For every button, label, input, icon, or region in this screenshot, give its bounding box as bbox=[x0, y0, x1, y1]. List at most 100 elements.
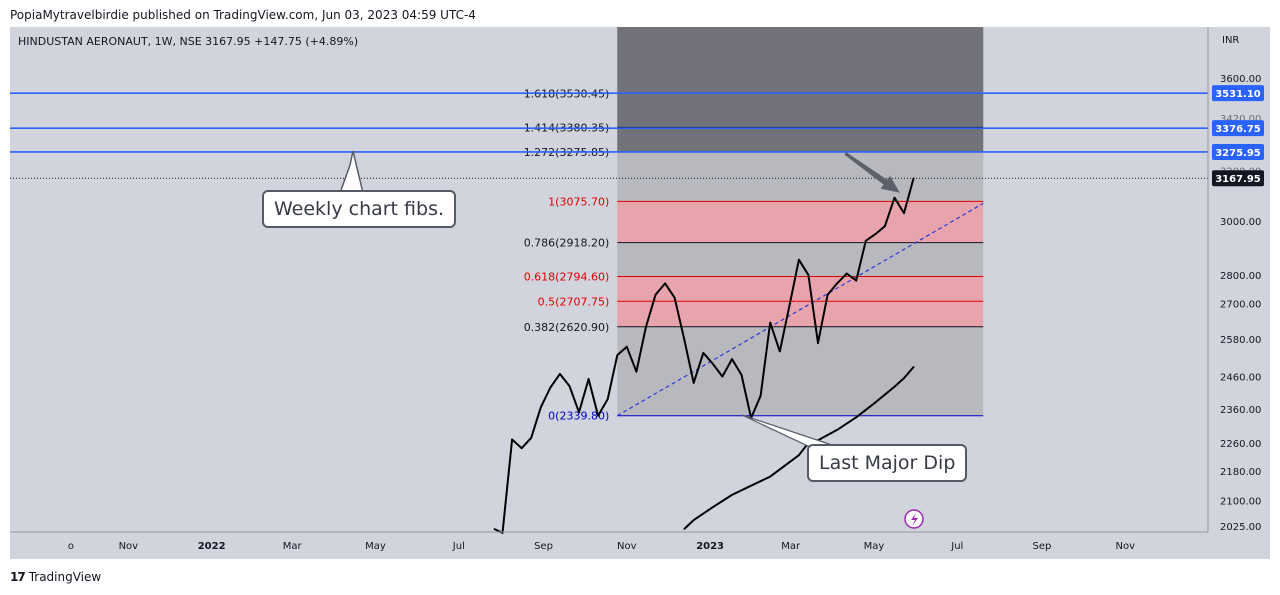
price-series-point bbox=[493, 528, 496, 530]
moving-average-series-point bbox=[769, 475, 772, 478]
moving-average-series-point bbox=[683, 528, 685, 530]
price-chart[interactable]: 0(2339.80) 0.382(2620.90) 0.5(2707.75) 0.61… bbox=[10, 27, 1270, 559]
price-series-point bbox=[817, 342, 819, 344]
price-badge-text: 3275.95 bbox=[1215, 148, 1261, 159]
price-series-point bbox=[597, 414, 599, 417]
price-series-point bbox=[903, 212, 905, 214]
price-series-point bbox=[893, 196, 896, 199]
weekly-fibs-callout[interactable]: Weekly chart fibs. bbox=[262, 190, 457, 228]
tradingview-logo-icon: 17 bbox=[10, 570, 26, 584]
price-series-point bbox=[845, 272, 848, 275]
fib-label-0.5: 0.5(2707.75) bbox=[538, 295, 610, 308]
price-series-point bbox=[865, 239, 867, 242]
price-series-point bbox=[606, 398, 609, 400]
price-series-point bbox=[568, 385, 571, 387]
price-series-point bbox=[549, 386, 552, 389]
price-badge bbox=[1212, 120, 1264, 137]
fib-label-1: 1(3075.70) bbox=[548, 195, 609, 208]
weekly-callout-pointer bbox=[338, 150, 364, 194]
y-tick-label: 2700.00 bbox=[1220, 300, 1261, 311]
price-series-point bbox=[855, 279, 858, 282]
price-series-point bbox=[769, 321, 772, 324]
x-tick-label: o bbox=[68, 541, 74, 552]
trendline bbox=[616, 202, 984, 417]
price-series-point bbox=[559, 373, 561, 375]
y-tick-label: 2800.00 bbox=[1220, 271, 1261, 282]
price-series-point bbox=[788, 305, 791, 308]
y-tick-label: 3000.00 bbox=[1220, 217, 1261, 228]
moving-average-series-point bbox=[855, 416, 858, 419]
moving-average-series-point bbox=[712, 506, 714, 509]
attribution-text: PopiaMytravelbirdie published on Trading… bbox=[10, 8, 476, 22]
price-series-point bbox=[836, 282, 838, 285]
price-series-point bbox=[692, 382, 695, 384]
y-tick-label-partial: 3420.00 bbox=[1220, 114, 1261, 125]
fib-label-0.618: 0.618(2794.60) bbox=[524, 271, 610, 284]
y-tick-label: 2260.00 bbox=[1220, 439, 1261, 450]
price-series-point bbox=[664, 282, 666, 285]
x-tick-label: Sep bbox=[1033, 541, 1052, 552]
price-series-point bbox=[616, 354, 619, 356]
fib-label-0.382: 0.382(2620.90) bbox=[524, 321, 610, 334]
x-tick-label: Jul bbox=[452, 541, 465, 552]
price-series-point bbox=[759, 395, 762, 397]
fib-zone-0382-0 bbox=[617, 326, 984, 416]
moving-average-series-point bbox=[912, 366, 915, 368]
fib-label-0.786: 0.786(2918.20) bbox=[524, 237, 610, 250]
x-tick-label: Mar bbox=[781, 541, 801, 552]
y-tick-label: 2580.00 bbox=[1220, 335, 1261, 346]
price-series-point bbox=[731, 358, 733, 360]
fib-zone-1272-1 bbox=[617, 151, 984, 202]
x-tick-label: Nov bbox=[617, 541, 637, 552]
fib-zone-1-0786 bbox=[617, 201, 984, 243]
x-tick-label: May bbox=[864, 541, 885, 552]
x-tick-label: May bbox=[365, 541, 386, 552]
price-series-point bbox=[702, 352, 705, 354]
price-series-point bbox=[578, 411, 580, 414]
price-series-point bbox=[778, 350, 781, 353]
x-tick-label: 2022 bbox=[198, 541, 226, 552]
fib-zone-0786-0618 bbox=[617, 242, 984, 277]
tradingview-brand-text: TradingView bbox=[28, 570, 102, 584]
x-tick-label: Mar bbox=[283, 541, 303, 552]
price-series-point bbox=[539, 406, 542, 409]
moving-average-series-point bbox=[903, 377, 905, 379]
x-tick-label: Nov bbox=[1116, 541, 1136, 552]
dip-callout-pointer bbox=[741, 414, 839, 448]
y-tick-label: 2180.00 bbox=[1220, 467, 1261, 478]
moving-average-series-point bbox=[874, 401, 877, 404]
price-badge-text: 3531.10 bbox=[1215, 89, 1261, 100]
y-tick-label: 3600.00 bbox=[1220, 74, 1261, 85]
price-series-point bbox=[874, 233, 877, 235]
price-series-point bbox=[884, 225, 886, 227]
price-badge bbox=[1212, 143, 1264, 160]
x-tick-label: 2023 bbox=[696, 541, 724, 552]
price-series-point bbox=[712, 363, 714, 365]
price-badge-text: 3376.75 bbox=[1215, 124, 1261, 135]
price-series-point bbox=[721, 375, 724, 378]
price-series-point bbox=[626, 345, 628, 348]
price-series-point bbox=[645, 326, 647, 328]
y-tick-label: 2360.00 bbox=[1220, 405, 1261, 416]
price-series-point bbox=[740, 374, 743, 376]
arrow-annotation bbox=[844, 152, 900, 193]
moving-average-series-point bbox=[798, 454, 800, 456]
moving-average-series-point bbox=[692, 519, 695, 521]
price-series-point bbox=[520, 447, 523, 449]
fib-zone-extension bbox=[617, 27, 984, 152]
y-tick-label: 2460.00 bbox=[1220, 372, 1261, 383]
chart-area[interactable]: 0(2339.80) 0.382(2620.90) 0.5(2707.75) 0.61… bbox=[10, 27, 1270, 559]
last-price-badge bbox=[1212, 170, 1264, 187]
price-series-point bbox=[587, 378, 590, 380]
moving-average-series-point bbox=[788, 461, 791, 464]
x-tick-label: Sep bbox=[534, 541, 553, 552]
y-tick-label: 2025.00 bbox=[1220, 522, 1261, 533]
last-price-badge-text: 3167.95 bbox=[1215, 174, 1261, 185]
price-series-point bbox=[511, 438, 513, 441]
moving-average-series-point bbox=[750, 484, 752, 487]
price-series-point bbox=[654, 294, 657, 296]
lightning-icon bbox=[911, 513, 918, 526]
price-series-point bbox=[826, 294, 829, 296]
tradingview-logo[interactable]: 17 TradingView bbox=[10, 570, 101, 584]
last-major-dip-callout[interactable]: Last Major Dip bbox=[807, 444, 968, 482]
